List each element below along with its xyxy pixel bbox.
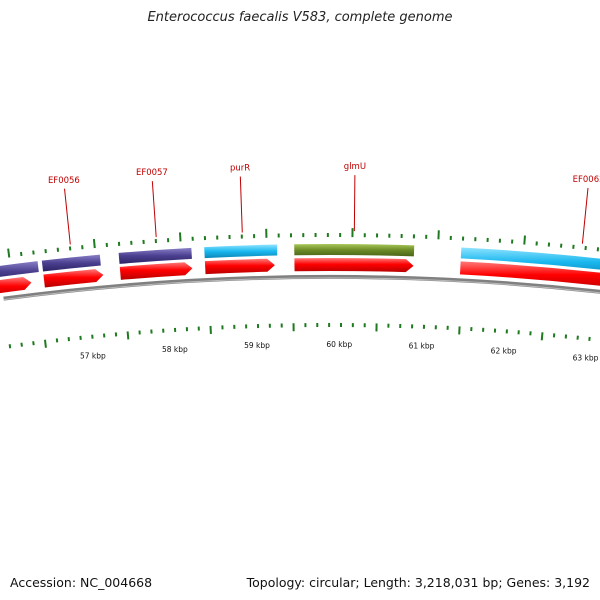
- upper-tick: [7, 248, 11, 258]
- cog-feature-bar: [0, 261, 39, 277]
- backbone-line: [3, 275, 600, 301]
- lower-tick: [43, 339, 47, 348]
- kbp-label: 61 kbp: [409, 342, 435, 351]
- accession-text: Accession: NC_004668: [10, 575, 153, 590]
- cds-arrow: [204, 258, 275, 275]
- lower-tick: [20, 342, 23, 347]
- gene-label-layer: EF0056 EF0057 purR glmU EF0062: [48, 162, 600, 245]
- cds-arrow: [43, 269, 104, 288]
- lower-tick: [126, 331, 130, 340]
- upper-tick: [178, 232, 182, 242]
- map-title: Enterococcus faecalis V583, complete gen…: [147, 10, 453, 25]
- gene-label-leader: [239, 176, 243, 233]
- backbone-track: [3, 275, 600, 301]
- upper-tick: [523, 235, 526, 245]
- cog-feature-bar: [41, 254, 101, 272]
- gene-label-leader: [151, 181, 157, 238]
- upper-tick: [92, 238, 96, 249]
- cds-arrow: [119, 262, 193, 280]
- cog-feature-bar: [460, 247, 600, 270]
- gene-label-leader: [353, 175, 356, 232]
- lower-tick: [540, 332, 544, 341]
- gene-label: EF0057: [136, 168, 168, 178]
- kbp-label: 63 kbp: [573, 354, 599, 363]
- lower-tick-track: [8, 322, 591, 349]
- gene-label: glmU: [344, 162, 366, 172]
- genome-summary-text: Topology: circular; Length: 3,218,031 bp…: [246, 575, 590, 590]
- upper-tick-track: [7, 228, 600, 258]
- cds-arrow: [459, 261, 600, 286]
- gene-feature-track: [0, 244, 600, 294]
- kbp-label: 57 kbp: [80, 352, 106, 361]
- kbp-label: 59 kbp: [244, 341, 270, 350]
- cds-arrow: [294, 257, 414, 273]
- cog-feature-bar: [294, 244, 415, 257]
- gene-label: purR: [230, 164, 250, 174]
- kbp-label: 58 kbp: [162, 345, 188, 354]
- gene-label: EF0062: [573, 175, 600, 185]
- gene-label-leader: [581, 187, 589, 244]
- kbp-label: 62 kbp: [491, 346, 517, 355]
- kbp-label: 60 kbp: [326, 340, 352, 349]
- cog-feature-bar: [118, 247, 192, 264]
- backbone-highlight: [3, 277, 600, 301]
- kbp-label-layer: 57 kbp 58 kbp 59 kbp 60 kbp 61 kbp 62 kbp 63 k…: [80, 340, 599, 363]
- cog-feature-bar: [204, 244, 278, 259]
- gene-label-leader: [64, 188, 71, 245]
- cds-arrow: [0, 276, 32, 294]
- gene-label: EF0056: [48, 176, 80, 186]
- lower-tick: [8, 344, 12, 349]
